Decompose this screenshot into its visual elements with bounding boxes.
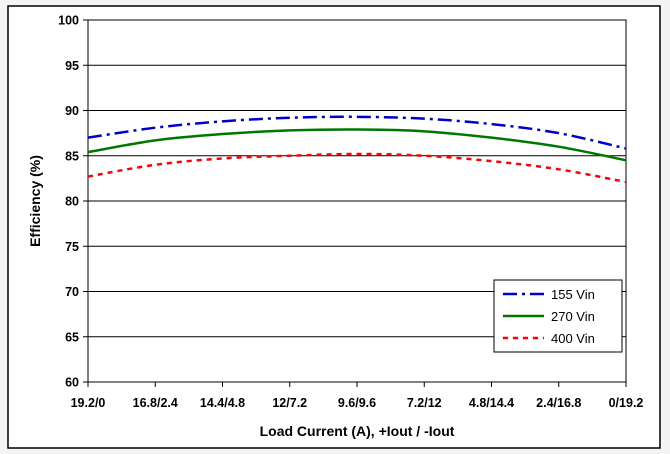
y-tick-label: 70	[65, 285, 79, 299]
legend-label-270-vin: 270 Vin	[551, 309, 595, 324]
series-lines	[87, 115, 627, 184]
legend-label-400-vin: 400 Vin	[551, 331, 595, 346]
x-tick-label: 16.8/2.4	[133, 396, 178, 410]
x-tick-label: 0/19.2	[609, 396, 644, 410]
legend: 155 Vin 270 Vin 400 Vin	[493, 279, 623, 353]
x-tick-label: 2.4/16.8	[536, 396, 581, 410]
y-tick-label: 90	[65, 104, 79, 118]
legend-label-155-vin: 155 Vin	[551, 287, 595, 302]
x-tick-label: 12/7.2	[272, 396, 307, 410]
x-tick-label: 14.4/4.8	[200, 396, 245, 410]
y-tick-label: 95	[65, 59, 79, 73]
x-tick-labels: 19.2/0 16.8/2.4 14.4/4.8 12/7.2 9.6/9.6 7.2/1…	[71, 396, 644, 410]
series-line-400-vin	[87, 152, 627, 184]
x-tick-label: 7.2/12	[407, 396, 442, 410]
y-tick-labels: 60 65 70 75 80 85 90 95 100	[58, 14, 79, 390]
y-tick-label: 100	[58, 14, 79, 28]
y-tick-label: 75	[65, 240, 79, 254]
x-tick-label: 9.6/9.6	[338, 396, 376, 410]
x-axis-title: Load Current (A), +Iout / -Iout	[260, 423, 455, 439]
y-axis-title: Efficiency (%)	[27, 155, 43, 247]
y-tick-label: 85	[65, 149, 79, 163]
series-line-155-vin	[87, 115, 627, 150]
series-line-270-vin	[87, 128, 627, 162]
x-tick-label: 19.2/0	[71, 396, 106, 410]
y-tick-label: 80	[65, 195, 79, 209]
x-tick-label: 4.8/14.4	[469, 396, 514, 410]
y-tick-label: 65	[65, 330, 79, 344]
y-tick-label: 60	[65, 376, 79, 390]
